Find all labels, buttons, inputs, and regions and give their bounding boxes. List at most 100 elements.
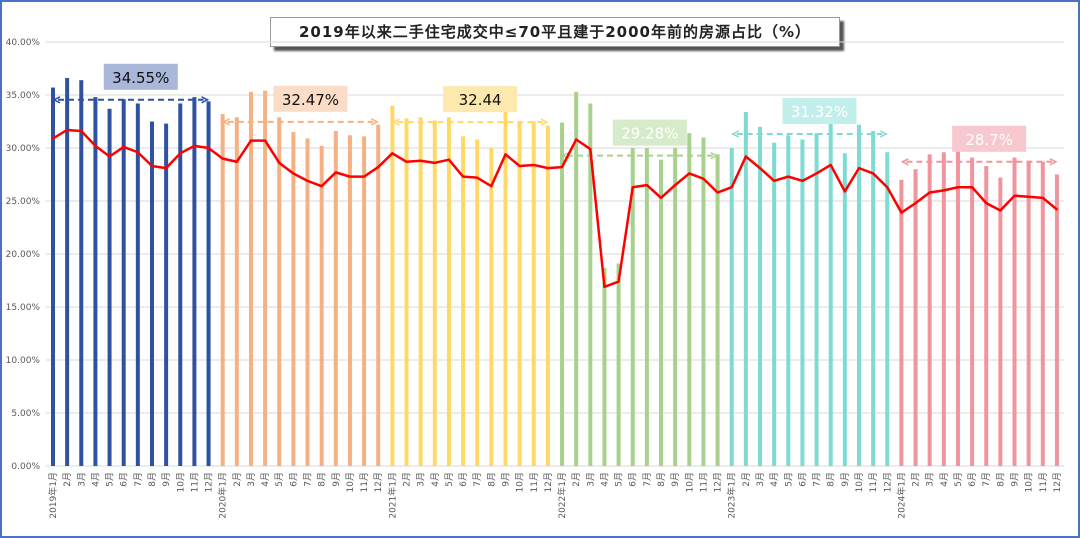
average-label-box [443, 86, 518, 113]
x-tick-label: 9月 [1010, 472, 1021, 487]
x-tick-label: 11月 [698, 472, 709, 492]
bar [263, 90, 268, 466]
line-point [207, 147, 210, 149]
line-point [843, 190, 846, 193]
line-point [674, 184, 677, 187]
arrow-left-icon [391, 118, 400, 126]
x-tick-label: 5月 [614, 472, 625, 487]
bar [489, 148, 494, 466]
line-point [179, 152, 182, 155]
bar [715, 154, 720, 467]
x-tick-label: 5月 [953, 472, 964, 487]
bar [800, 139, 805, 466]
arrow-right-icon [201, 96, 210, 104]
line-point [490, 185, 493, 188]
line-point [942, 189, 945, 192]
x-tick-label: 2020年1月 [217, 472, 229, 519]
line-point [52, 137, 54, 140]
arrow-right-icon [710, 151, 719, 160]
x-tick-label: 2月 [911, 472, 922, 487]
x-tick-label: 10月 [854, 472, 865, 492]
bar [856, 124, 861, 467]
arrow-left-icon [900, 158, 909, 166]
line-point [660, 196, 663, 199]
x-tick-label: 2023年1月 [726, 472, 738, 519]
bar [588, 103, 593, 466]
line-point [447, 158, 450, 161]
bar [390, 105, 395, 466]
bar [955, 148, 960, 466]
line-point [546, 167, 549, 170]
x-tick-label: 6月 [967, 472, 978, 487]
line-point [108, 155, 111, 158]
bar [828, 122, 833, 466]
line-point [235, 160, 238, 163]
x-tick-label: 10月 [345, 472, 356, 492]
x-tick-label: 10月 [1024, 472, 1035, 492]
bar [659, 159, 664, 466]
bar [149, 121, 154, 466]
bar [376, 124, 381, 467]
x-tick-label: 4月 [430, 472, 441, 487]
bar [913, 169, 918, 466]
line-point [857, 167, 860, 170]
line-point [631, 186, 634, 189]
x-tick-label: 7月 [472, 472, 483, 487]
bar [248, 91, 253, 466]
line-point [221, 157, 224, 160]
bar [178, 103, 183, 466]
bar [729, 148, 734, 466]
bar [531, 121, 536, 466]
y-tick-label: 25.00% [6, 197, 41, 207]
line-point [773, 179, 776, 182]
line-point [985, 202, 988, 205]
arrow-left-icon [731, 130, 740, 138]
bar [362, 136, 367, 466]
average-label: 29.28% [621, 125, 678, 143]
line-point [292, 172, 295, 175]
x-tick-label: 8月 [486, 472, 497, 487]
x-tick-label: 5月 [274, 472, 285, 487]
line-point [914, 202, 917, 205]
line-point [829, 163, 832, 166]
bar [475, 139, 480, 466]
x-tick-label: 2月 [741, 472, 752, 487]
line-point [193, 144, 196, 147]
x-tick-label: 7月 [981, 472, 992, 487]
line-point [1013, 194, 1016, 197]
bar [616, 263, 621, 466]
bar [814, 133, 819, 466]
bar [560, 122, 565, 466]
bar [319, 145, 324, 466]
bar [79, 80, 84, 466]
x-tick-label: 7月 [812, 472, 823, 487]
bar [574, 91, 579, 466]
y-tick-label: 35.00% [6, 91, 41, 101]
line-point [348, 175, 351, 178]
x-tick-label: 2月 [62, 472, 73, 487]
x-tick-label: 8月 [995, 472, 1006, 487]
bar [446, 117, 451, 466]
x-tick-label: 12月 [204, 472, 215, 492]
average-label: 28.7% [965, 131, 1013, 149]
x-tick-label: 6月 [628, 472, 639, 487]
average-label: 34.55% [112, 69, 169, 87]
line-point [716, 191, 719, 194]
x-tick-label: 11月 [189, 472, 200, 492]
line-point [999, 209, 1002, 212]
line-point [504, 153, 507, 156]
bar [842, 153, 847, 467]
bar [644, 148, 649, 466]
x-tick-label: 10月 [684, 472, 695, 492]
line-point [391, 152, 394, 155]
bar [1012, 157, 1017, 467]
line-point [532, 163, 535, 166]
line-point [575, 138, 578, 141]
line-point [278, 161, 281, 164]
average-label-box [612, 119, 687, 146]
y-tick-label: 15.00% [6, 303, 41, 313]
line-point [645, 184, 648, 187]
bar [871, 131, 876, 467]
bar [234, 117, 239, 466]
x-tick-label: 5月 [783, 472, 794, 487]
